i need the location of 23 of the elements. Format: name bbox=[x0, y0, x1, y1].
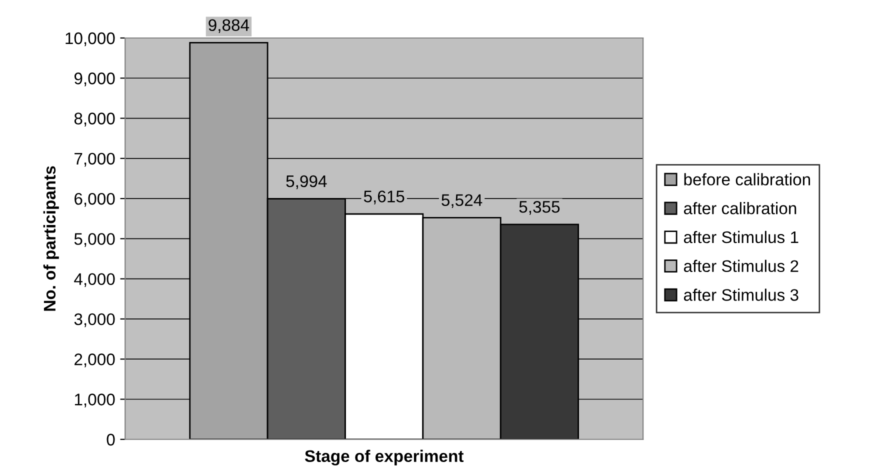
legend-label: after Stimulus 1 bbox=[684, 230, 798, 244]
y-tick-label: 2,000 bbox=[74, 354, 115, 368]
data-label: 5,524 bbox=[442, 194, 482, 208]
legend-label: after calibration bbox=[684, 202, 796, 214]
y-tick-label: 4,000 bbox=[74, 273, 115, 287]
y-tick-label: 7,000 bbox=[74, 152, 115, 167]
y-tick-label: 1,000 bbox=[74, 394, 115, 408]
y-tick-label: 8,000 bbox=[74, 112, 115, 126]
data-label: 9,884 bbox=[208, 19, 250, 33]
legend-label: after Stimulus 2 bbox=[684, 260, 798, 272]
legend-label: after Stimulus 3 bbox=[684, 288, 798, 301]
y-tick-label: 5,000 bbox=[74, 233, 115, 247]
y-tick-label: 6,000 bbox=[74, 192, 115, 207]
y-tick-label: 10,000 bbox=[66, 32, 115, 46]
data-label: 5,994 bbox=[286, 175, 327, 190]
y-tick-label: 0 bbox=[106, 434, 115, 446]
x-axis-title: Stage of experiment bbox=[304, 450, 464, 466]
legend-label: before calibration bbox=[684, 173, 810, 186]
data-label: 5,615 bbox=[364, 190, 404, 204]
data-label: 5,355 bbox=[519, 201, 560, 215]
y-tick-label: 3,000 bbox=[74, 313, 115, 328]
y-axis-title: No. of participants bbox=[43, 166, 59, 311]
y-tick-label: 9,000 bbox=[74, 72, 115, 86]
